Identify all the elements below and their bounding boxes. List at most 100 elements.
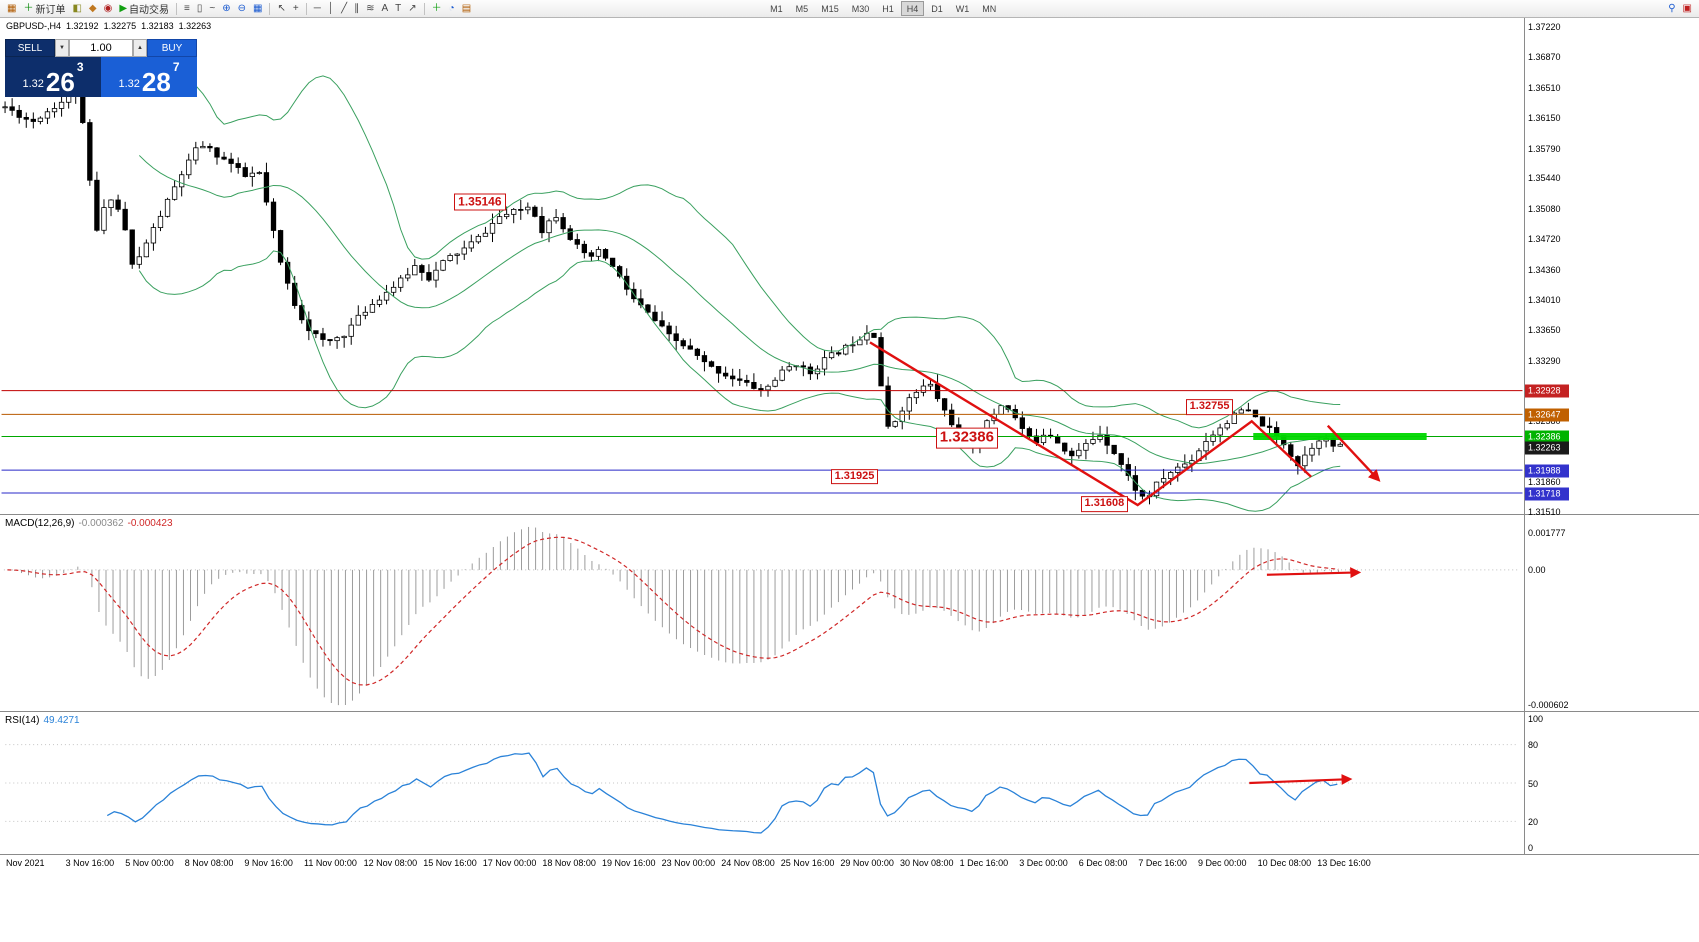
price-plot-area[interactable]: 1.35146 1.32755 1.32386 1.31925 1.31608 [0,18,1524,514]
one-click-trading-widget: SELL ▼ ▲ BUY 1.32 26 3 1.32 28 7 [5,39,197,97]
templates-icon[interactable]: ▤ [459,1,474,17]
timeframe-m15-button[interactable]: M15 [815,1,845,16]
autotrading-button[interactable]: ▶ 自动交易 [116,1,172,17]
crosshair-icon[interactable]: + [290,1,302,17]
rsi-canvas[interactable] [0,712,1524,854]
price-annotation[interactable]: 1.31608 [1080,496,1129,512]
quote-high: 1.32275 [103,21,137,31]
rsi-axis-label: 80 [1528,739,1539,750]
timeframe-w1-button[interactable]: W1 [950,1,976,16]
vline-icon: │ [327,2,335,14]
price-annotation[interactable]: 1.32755 [1185,399,1234,416]
timeframe-m1-button[interactable]: M1 [764,1,789,16]
sell-price-button[interactable]: 1.32 26 3 [5,57,101,97]
cursor-icon: ↖ [277,2,286,14]
time-axis-label: 24 Nov 08:00 [721,858,775,868]
price-chart-canvas[interactable] [0,18,1524,514]
quote-open: 1.32192 [66,21,99,31]
time-axis-label: 29 Nov 00:00 [840,858,894,868]
tile-windows-icon[interactable]: ▦ [250,1,265,17]
timeframe-d1-button[interactable]: D1 [925,1,949,16]
arrows-icon[interactable]: ↗ [405,1,419,17]
channel-icon[interactable]: ∥ [351,1,362,17]
rsi-axis-label: 100 [1528,714,1544,724]
toolbar-separator [423,2,425,15]
zoom-in-icon[interactable]: ⊕ [219,1,233,17]
time-axis-label: 18 Nov 08:00 [542,858,596,868]
sell-price-pip: 3 [76,60,84,74]
label-icon: T [395,2,402,14]
rsi-axis-label: 50 [1528,778,1539,789]
sell-button[interactable]: SELL [5,39,55,57]
charts-icon[interactable]: ▦ [4,1,19,17]
time-axis-label: 23 Nov 00:00 [661,858,716,868]
new-order-button-label: 新订单 [35,5,66,16]
vline-icon[interactable]: │ [325,1,337,17]
line-chart-icon[interactable]: ~ [206,1,218,17]
label-icon[interactable]: T [392,1,404,17]
timeframe-m30-button[interactable]: M30 [846,1,876,16]
rsi-plot-area[interactable] [0,712,1524,854]
chart-window-icon[interactable]: ◧ [69,1,84,17]
zoom-out-icon[interactable]: ⊖ [235,1,249,17]
symbol-quote-line: GBPUSD-,H4 1.32192 1.32275 1.32183 1.322… [6,21,211,31]
timeframe-h1-button[interactable]: H1 [876,1,900,16]
price-axis-label: 1.36870 [1528,52,1561,62]
time-axis-label: 9 Dec 00:00 [1198,858,1247,868]
time-axis-label: 3 Nov 16:00 [65,858,115,868]
buy-button[interactable]: BUY [147,39,197,57]
autotrading-icon: ▶ [119,2,128,14]
time-axis-label: 3 Dec 00:00 [1019,858,1068,868]
zoom-in-icon: ⊕ [222,2,231,14]
buy-price-big: 28 [141,66,171,97]
price-annotation[interactable]: 1.32386 [935,427,998,449]
candles-chart-icon[interactable]: ▯ [194,1,206,17]
time-axis-label: 17 Nov 00:00 [482,858,537,868]
price-axis[interactable]: 1.37220 1.36870 1.36510 1.36150 1.35790 1.354… [1524,18,1699,517]
fibonacci-icon[interactable]: ≋ [363,1,377,17]
volume-increase-button[interactable]: ▲ [133,39,147,57]
toolbar-separator [305,2,307,15]
alerts-icon[interactable]: ▣ [1680,1,1695,17]
search-icon[interactable]: ⚲ [1665,1,1678,17]
market-depth-icon[interactable]: ◉ [101,1,116,17]
macd-axis-label: 0.00 [1528,565,1546,576]
market-depth-icon: ◉ [103,2,113,14]
hline-icon[interactable]: ─ [311,1,324,17]
price-annotation[interactable]: 1.35146 [454,193,506,211]
price-badge: 1.32263 [1525,441,1569,455]
price-axis-label: 1.36150 [1528,113,1561,124]
bars-chart-icon[interactable]: ≡ [181,1,193,17]
price-axis-label: 1.31510 [1528,506,1561,517]
trade-price-row: 1.32 26 3 1.32 28 7 [5,57,197,97]
buy-price-button[interactable]: 1.32 28 7 [101,57,197,97]
macd-axis-label: 0.001777 [1528,527,1566,538]
indicators-icon[interactable]: ＋ [429,1,445,17]
volume-decrease-button[interactable]: ▼ [55,39,69,57]
timeframe-group: M1 M5 M15 M30 H1 H4 D1 W1 MN [764,1,1002,16]
timeframe-h4-button[interactable]: H4 [900,1,925,16]
macd-canvas[interactable] [0,515,1524,711]
rsi-axis-label: 0 [1528,843,1534,853]
time-axis-label: 6 Dec 08:00 [1078,858,1128,868]
text-icon[interactable]: A [378,1,391,17]
symbols-icon: ◆ [88,2,97,14]
new-order-button[interactable]: ＋新订单 [20,1,68,17]
volume-input[interactable] [69,39,133,57]
rsi-value: 49.4271 [43,715,80,726]
price-annotation[interactable]: 1.31925 [830,468,879,485]
time-axis[interactable]: Nov 2021 3 Nov 16:00 5 Nov 00:00 8 Nov 08:0… [0,855,1699,873]
time-axis-label: 11 Nov 00:00 [304,858,357,868]
periods-icon[interactable]: ◔ [446,1,458,17]
timeframe-m5-button[interactable]: M5 [790,1,815,16]
hline-icon: ─ [313,2,321,14]
time-axis-label: 13 Dec 16:00 [1317,858,1371,868]
trendline-icon[interactable]: ╱ [338,1,350,17]
price-badge: 1.32928 [1525,384,1569,398]
cursor-icon[interactable]: ↖ [274,1,288,17]
timeframe-mn-button[interactable]: MN [976,1,1002,16]
symbols-icon[interactable]: ◆ [86,1,100,17]
time-axis-label: 25 Nov 16:00 [780,858,835,868]
toolbar-left-group: ▦ ＋新订单 ◧ ◆ ◉ ▶ 自动交易 ≡ ▯ ~ ⊕ ⊖ ▦ ↖ + ─ │ ╱ ∥ ≋ A T ↗ ＋ ◔ ▤ [4,1,474,17]
macd-plot-area[interactable] [0,515,1524,711]
